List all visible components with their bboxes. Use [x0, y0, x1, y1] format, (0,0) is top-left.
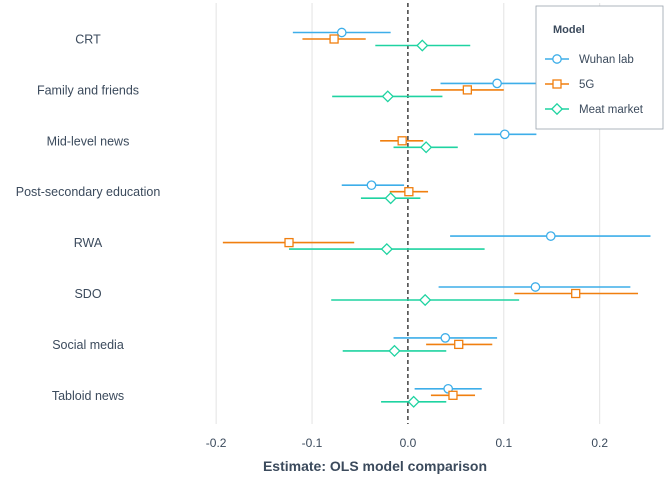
series-0-point-2: [499, 129, 510, 140]
series-2-point-5: [419, 293, 432, 307]
series-2-point-0: [416, 39, 429, 52]
series-1: [222, 34, 639, 400]
category-label-0: CRT: [75, 33, 101, 47]
series-0-point-6: [440, 333, 451, 343]
series-layer: [222, 27, 651, 408]
category-labels: CRT Family and friends Mid-level news Post-…: [16, 33, 161, 403]
series-0-point-4: [545, 231, 556, 241]
category-label-5: SDO: [74, 287, 101, 301]
series-2-point-1: [381, 90, 394, 103]
series-2-point-7: [407, 395, 420, 408]
x-tick-label-1: -0.1: [302, 436, 323, 450]
x-tick-label-3: 0.1: [495, 436, 512, 450]
series-2-point-2: [420, 141, 433, 154]
series-1-point-7: [448, 390, 458, 400]
legend-label-1: 5G: [579, 79, 594, 91]
legend-marker-1: [552, 79, 562, 89]
category-label-1: Family and friends: [37, 83, 139, 97]
x-tick-labels: -0.2 -0.1 0.0 0.1 0.2: [206, 436, 609, 450]
series-0-point-0: [336, 27, 347, 38]
category-label-3: Post-secondary education: [16, 185, 161, 199]
series-0: [292, 27, 651, 394]
series-0-point-5: [530, 282, 541, 292]
series-1-point-0: [329, 34, 339, 44]
legend-title: Model: [553, 24, 585, 36]
legend-label-2: Meat market: [579, 104, 644, 116]
series-0-point-3: [366, 180, 377, 191]
series-2-point-6: [388, 344, 401, 358]
series-2-point-3: [384, 192, 397, 205]
series-1-point-4: [284, 237, 294, 248]
legend: Model Wuhan lab 5G Meat market: [535, 5, 664, 130]
series-2: [289, 39, 520, 408]
legend-marker-0: [552, 54, 562, 64]
series-2-point-4: [380, 242, 393, 256]
series-1-point-6: [454, 339, 464, 350]
series-0-point-1: [492, 78, 502, 89]
series-1-point-3: [404, 187, 414, 197]
x-tick-label-2: 0.0: [400, 436, 417, 450]
x-tick-label-0: -0.2: [206, 436, 227, 450]
series-1-point-5: [571, 288, 581, 299]
category-label-2: Mid-level news: [47, 134, 130, 148]
series-1-point-2: [397, 136, 407, 146]
series-1-point-1: [462, 85, 473, 95]
category-label-7: Tabloid news: [52, 389, 124, 403]
legend-items: Wuhan lab 5G Meat market: [545, 54, 644, 116]
x-axis-title: Estimate: OLS model comparison: [263, 458, 487, 474]
category-label-4: RWA: [74, 236, 103, 250]
legend-marker-2: [550, 102, 564, 116]
legend-label-0: Wuhan lab: [579, 54, 634, 66]
x-tick-label-4: 0.2: [591, 436, 608, 450]
category-label-6: Social media: [52, 338, 124, 352]
